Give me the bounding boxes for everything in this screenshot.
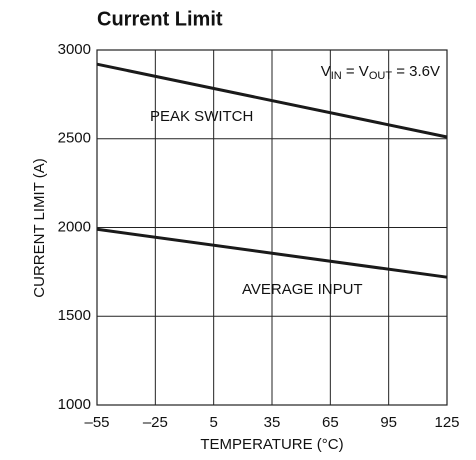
annotation-part: = 3.6V	[392, 63, 440, 80]
x-tick-label: 35	[264, 414, 281, 431]
annotation-part: = V	[342, 63, 369, 80]
line	[96, 227, 448, 279]
y-tick-label: 2500	[58, 130, 91, 147]
y-axis-label: CURRENT LIMIT (A)	[31, 158, 48, 297]
x-tick-label: –55	[84, 414, 109, 431]
annotation-part: IN	[331, 70, 342, 82]
x-tick-label: 95	[380, 414, 397, 431]
x-axis-label: TEMPERATURE (°C)	[200, 436, 343, 453]
chart-title: Current Limit	[97, 8, 223, 30]
annotation-part: V	[321, 63, 331, 80]
x-tick-label: –25	[143, 414, 168, 431]
series-label: AVERAGE INPUT	[242, 281, 363, 298]
annotation: VIN = VOUT = 3.6V	[321, 63, 440, 82]
y-tick-label: 2000	[58, 218, 91, 235]
line	[96, 62, 448, 139]
y-tick-label: 3000	[58, 41, 91, 58]
y-tick-label: 1000	[58, 396, 91, 413]
x-tick-label: 5	[209, 414, 217, 431]
plot-frame	[96, 49, 448, 406]
annotation-part: OUT	[369, 70, 393, 82]
x-tick-label: 125	[434, 414, 459, 431]
y-tick-label: 1500	[58, 307, 91, 324]
series-label: PEAK SWITCH	[150, 108, 253, 125]
x-tick-label: 65	[322, 414, 339, 431]
